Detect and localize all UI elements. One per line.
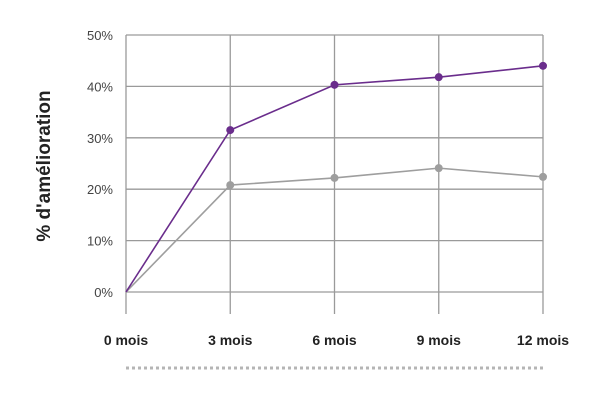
y-tick-label: 0% <box>94 285 113 300</box>
series-1-point <box>539 61 547 70</box>
y-axis-label: % d'amélioration <box>34 90 55 241</box>
y-tick-label: 30% <box>87 131 113 146</box>
y-tick-label: 20% <box>87 182 113 197</box>
x-tick-label: 3 mois <box>208 332 253 348</box>
series-1-point <box>330 80 339 89</box>
series-1-point <box>434 73 443 82</box>
x-tick-label: 9 mois <box>417 332 462 348</box>
series-1-point <box>226 126 235 135</box>
series-2-point <box>434 164 443 173</box>
x-axis-ticks: 0 mois 3 mois 6 mois 9 mois 12 mois <box>104 332 569 348</box>
y-tick-label: 50% <box>87 28 113 43</box>
x-tick-label: 0 mois <box>104 332 149 348</box>
y-axis-ticks: 0% 10% 20% 30% 40% 50% <box>87 28 113 300</box>
series-2-point <box>330 173 339 182</box>
y-tick-label: 40% <box>87 79 113 94</box>
series-2-point <box>226 181 235 190</box>
series-group <box>125 61 547 293</box>
x-tick-label: 6 mois <box>312 332 357 348</box>
y-tick-label: 10% <box>87 234 113 249</box>
x-tick-label: 12 mois <box>517 332 569 348</box>
series-2-point <box>539 172 547 181</box>
